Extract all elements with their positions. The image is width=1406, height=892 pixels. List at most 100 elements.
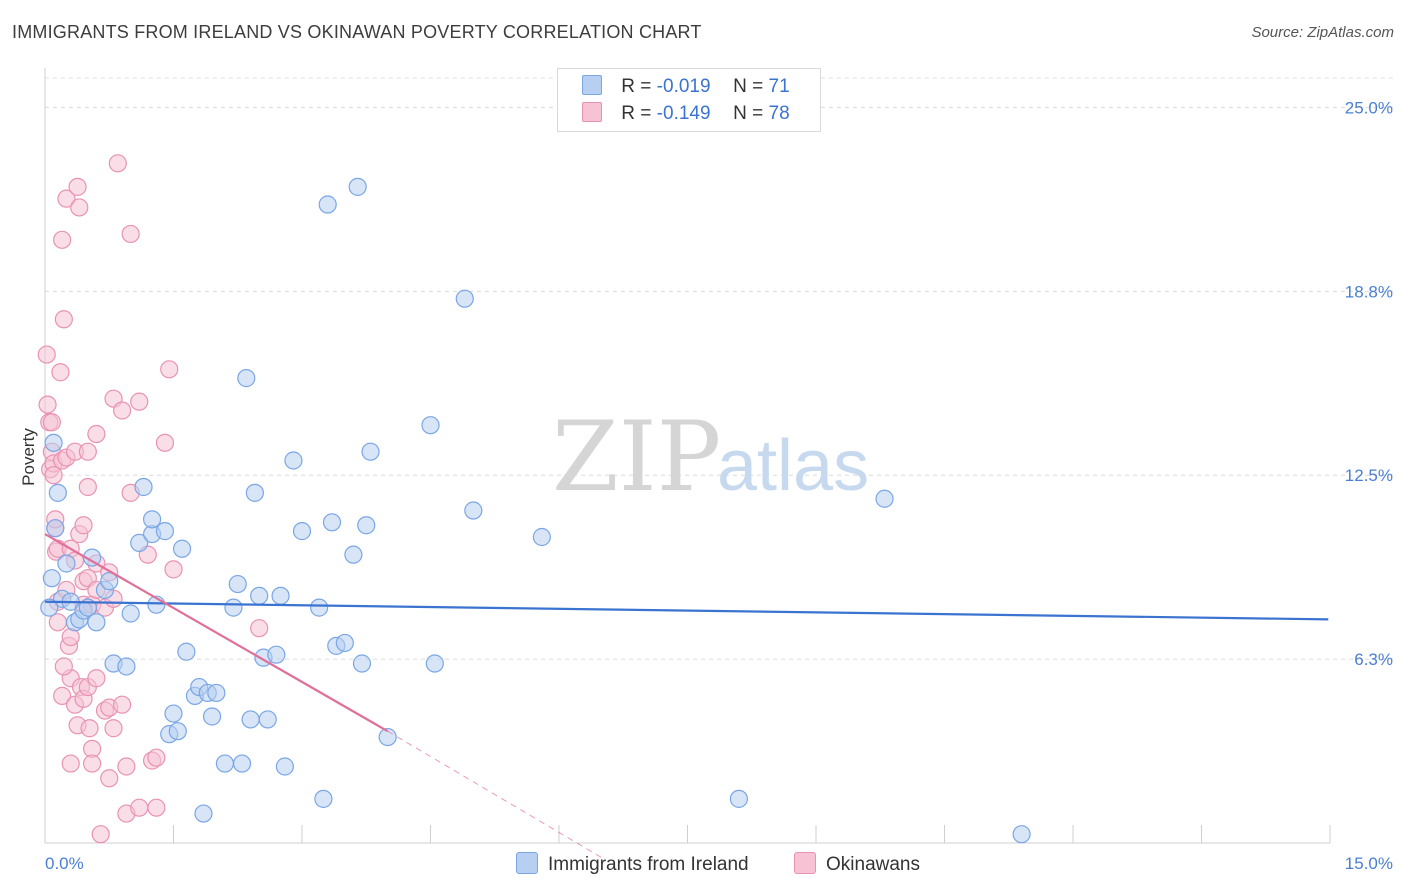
ireland-point [875, 489, 894, 508]
ireland-point [258, 710, 277, 729]
ireland-point [357, 516, 376, 535]
ireland-point [245, 483, 264, 502]
tick-layer: 25.0% 18.8% 12.5% 6.3% 0.0% 15.0% [45, 98, 1393, 873]
okinawan-trend-extension [387, 730, 603, 859]
okinawan-point [87, 424, 106, 444]
okinawan-point [38, 395, 57, 414]
okinawan-point [42, 413, 61, 432]
okinawan-point [68, 177, 87, 196]
okinawan-point [53, 230, 72, 249]
okinawan-point [164, 560, 183, 579]
grid-layer [45, 77, 1395, 660]
okinawan-point [70, 198, 89, 217]
legend-row-ireland: R = -0.019 N = 71 [582, 75, 790, 99]
watermark-atlas: atlas [717, 426, 869, 506]
okinawan-point [155, 433, 175, 452]
okinawan-point [80, 719, 99, 738]
ireland-point [335, 633, 354, 653]
okinawan-point [108, 154, 127, 173]
legend-n-value: 71 [768, 76, 790, 97]
okinawan-point [54, 657, 73, 676]
okinawan-trend-line [44, 533, 389, 733]
okinawan-point [130, 798, 149, 817]
ireland-trend-line [44, 600, 1329, 621]
okinawan-point [37, 345, 56, 364]
ireland-point [202, 707, 222, 726]
legend-row-okinawans: R = -0.149 N = 78 [582, 102, 790, 126]
bottom-legend-label-ireland: Immigrants from Ireland [548, 854, 749, 875]
bottom-legend-label-okinawans: Okinawans [826, 854, 920, 875]
ireland-point [194, 804, 213, 823]
ireland-point [121, 604, 140, 623]
ireland-point [215, 754, 234, 773]
ireland-point [237, 369, 256, 388]
okinawan-point [100, 769, 119, 788]
ireland-point [318, 195, 337, 214]
chart-title: IMMIGRANTS FROM IRELAND VS OKINAWAN POVE… [12, 22, 702, 42]
ireland-point [314, 789, 333, 808]
ireland-point [228, 574, 247, 594]
ireland-point [87, 613, 106, 632]
okinawan-point [91, 825, 110, 844]
axes-layer [44, 68, 1331, 844]
okinawan-point [160, 360, 179, 379]
okinawan-point [48, 613, 67, 632]
okinawan-point [112, 401, 132, 420]
ireland-point [42, 569, 61, 588]
ireland-point [241, 710, 260, 729]
y-tick-label: 18.8% [1345, 282, 1393, 301]
ireland-point [44, 433, 63, 452]
legend-n-label: N = [733, 103, 764, 124]
okinawan-point [78, 442, 97, 461]
bottom-legend-ireland: Immigrants from Ireland [516, 852, 749, 876]
ireland-point [134, 477, 153, 497]
okinawan-point [130, 392, 149, 411]
okinawan-point [104, 719, 123, 738]
points-layer [37, 154, 1031, 844]
ireland-point [142, 510, 162, 529]
ireland-point [352, 654, 372, 673]
trend-layer [44, 533, 1329, 859]
x-tick-label: 0.0% [45, 854, 84, 873]
ireland-point [284, 451, 303, 470]
okinawan-point [53, 686, 72, 705]
okinawan-point [57, 189, 76, 208]
ireland-point [117, 657, 136, 676]
legend-r-label: R = [621, 103, 652, 124]
legend-r-value: -0.149 [656, 103, 711, 124]
y-tick-label: 6.3% [1354, 650, 1393, 669]
okinawan-point [121, 224, 140, 244]
bottom-legend-okinawans: Okinawans [794, 852, 920, 876]
ireland-point [232, 754, 252, 773]
y-axis-label: Poverty [19, 428, 38, 486]
okinawan-point [147, 798, 166, 817]
bottom-legend-swatch-okinawans [794, 852, 816, 874]
ireland-point [46, 519, 65, 538]
ireland-point [275, 757, 294, 776]
watermark-zip: ZIP [552, 401, 721, 513]
legend: R = -0.019 N = 71 R = -0.149 N = 78 [557, 68, 821, 132]
bottom-legend-swatch-ireland [516, 852, 538, 874]
ireland-point [310, 598, 329, 617]
okinawan-point [83, 754, 102, 773]
okinawan-point [54, 310, 73, 329]
ireland-point [455, 289, 474, 308]
ireland-point [155, 522, 175, 541]
okinawan-point [51, 363, 70, 382]
ireland-point [177, 642, 196, 661]
ireland-point [729, 789, 749, 808]
okinawan-point [112, 695, 132, 714]
ireland-point [100, 572, 119, 591]
ireland-point [83, 548, 102, 567]
ireland-point [271, 586, 290, 605]
ireland-point [207, 683, 226, 703]
ireland-point [267, 645, 286, 664]
ireland-point [421, 416, 440, 435]
ireland-point [348, 177, 367, 196]
legend-swatch-ireland [582, 75, 602, 95]
ireland-point [57, 554, 76, 573]
ireland-point [48, 483, 67, 502]
ireland-point [322, 513, 342, 532]
watermark: ZIP atlas [552, 401, 869, 513]
